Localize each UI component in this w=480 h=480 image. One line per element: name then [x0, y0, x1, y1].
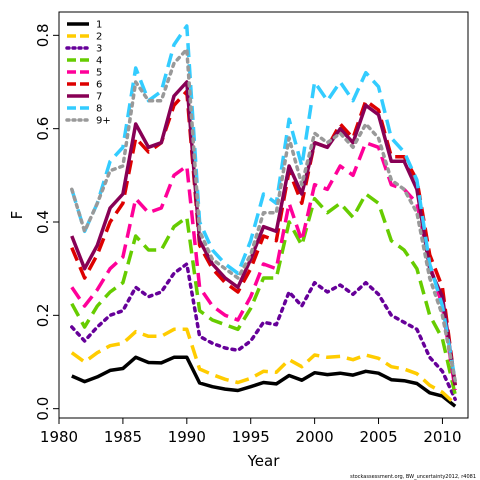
series-line-4 — [70, 192, 457, 396]
legend-label-7: 7 — [96, 92, 102, 103]
series-line-7 — [70, 80, 457, 386]
legend-label-6: 6 — [96, 80, 102, 91]
y-tick-label: 0.2 — [34, 303, 52, 327]
x-tick-label: 1995 — [232, 428, 270, 446]
y-axis-title: F — [8, 211, 26, 220]
footnote: stockassessment.org, BW_uncertainty2012,… — [350, 474, 476, 480]
y-axis: 0.0 0.2 0.4 0.6 0.8 — [34, 23, 59, 421]
x-tick-label: 2000 — [296, 428, 334, 446]
legend-label-4: 4 — [96, 56, 102, 67]
y-tick-label: 0.6 — [34, 117, 52, 141]
plot-frame — [58, 11, 469, 419]
legend-label-5: 5 — [96, 68, 102, 79]
legend-label-3: 3 — [96, 44, 102, 55]
series-line-2 — [70, 327, 457, 406]
x-tick-label: 1990 — [168, 428, 206, 446]
y-tick-label: 0.4 — [34, 210, 52, 234]
x-tick-label: 1985 — [104, 428, 142, 446]
legend-label-1: 1 — [96, 20, 102, 31]
x-axis: 1980 1985 1990 1995 2000 2005 2010 — [40, 418, 462, 446]
x-tick-label: 1980 — [40, 428, 78, 446]
series-line-3 — [70, 262, 457, 402]
y-tick-label: 0.8 — [34, 23, 52, 47]
series-layer — [70, 24, 457, 408]
series-line-9 — [70, 47, 457, 383]
y-tick-label: 0.0 — [34, 397, 52, 421]
legend-label-9: 9+ — [96, 116, 111, 127]
series-line-8 — [70, 24, 457, 381]
x-tick-label: 2010 — [423, 428, 461, 446]
x-axis-title: Year — [247, 452, 281, 470]
series-line-5 — [70, 140, 457, 391]
legend-label-8: 8 — [96, 104, 102, 115]
x-tick-label: 2005 — [359, 428, 397, 446]
series-line-6 — [70, 89, 457, 386]
series-line-1 — [71, 355, 457, 408]
legend-label-2: 2 — [96, 32, 102, 43]
